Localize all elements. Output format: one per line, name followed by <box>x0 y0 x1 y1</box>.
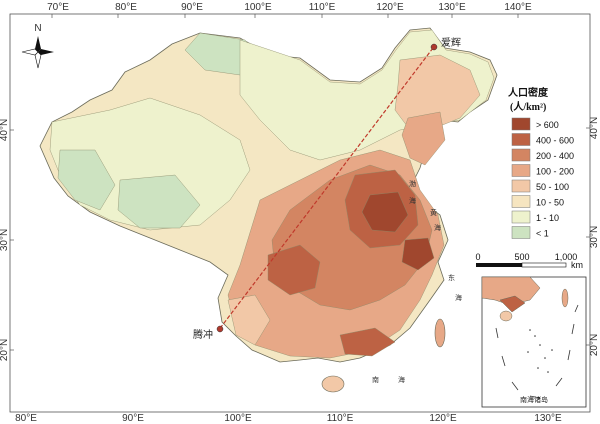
scale-label-1000: 1,000 <box>555 252 578 262</box>
lon-label-90e: 90°E <box>181 2 203 13</box>
lon-label-bottom-100e: 100°E <box>224 413 252 424</box>
huanghai-label-2: 海 <box>434 223 441 232</box>
zone-highest-huabei <box>361 191 409 233</box>
north-label: N <box>34 23 41 34</box>
legend-label: 400 - 600 <box>536 136 574 146</box>
legend-swatch <box>511 133 531 146</box>
hu-line <box>220 47 434 328</box>
legend-label: 100 - 200 <box>536 167 574 177</box>
lon-label-110e: 110°E <box>309 2 336 13</box>
legend-swatch <box>511 179 531 193</box>
scale-unit: km <box>571 260 583 270</box>
legend-label: 1 - 10 <box>536 213 559 223</box>
bohai-label-2: 海 <box>409 196 416 205</box>
scale-label-500: 500 <box>514 252 529 262</box>
lon-label-bottom-90e: 90°E <box>122 413 144 424</box>
lat-label-right-30n: 30°N <box>589 226 600 248</box>
zone-high-guangdong <box>339 327 396 357</box>
lon-label-bottom-80e: 80°E <box>15 413 37 424</box>
inset-taiwan <box>561 288 569 308</box>
donghai-label-1: 东 <box>448 273 455 282</box>
bohai-label-1: 渤 <box>409 179 416 188</box>
zone-very-low-tibet <box>117 174 201 229</box>
inset-frame <box>481 276 587 408</box>
legend-swatch <box>511 226 531 239</box>
legend-swatch <box>511 148 531 162</box>
south-china-sea-inset: 南海诸岛 <box>481 276 587 408</box>
lon-label-bottom-110e: 110°E <box>327 413 354 424</box>
inset-islands <box>527 329 553 373</box>
lon-label-140e: 140°E <box>504 2 532 13</box>
lat-label-left-30n: 30°N <box>0 229 10 251</box>
legend-label: 50 - 100 <box>536 182 569 192</box>
inset-label: 南海诸岛 <box>520 395 548 404</box>
huanghai-label-1: 黄 <box>430 208 437 217</box>
graticule-ticks <box>10 14 590 351</box>
taiwan-island <box>434 318 446 348</box>
lat-label-left-20n: 20°N <box>0 339 10 361</box>
density-zones <box>49 29 495 359</box>
legend-swatch <box>511 117 531 131</box>
legend-label: 10 - 50 <box>536 198 564 208</box>
aihui-label: 爱辉 <box>441 36 461 49</box>
lon-label-130e: 130°E <box>438 2 466 13</box>
inset-nine-dash-line <box>495 304 579 399</box>
legend-label: < 1 <box>536 229 549 239</box>
lat-label-right-20n: 20°N <box>589 334 600 356</box>
scale-label-0: 0 <box>475 252 480 262</box>
scale-bar: 0 500 1,000 km <box>475 252 583 270</box>
zone-medium-liaoning <box>401 111 446 166</box>
zone-highest-delta <box>401 237 435 271</box>
legend-items: > 600 400 - 600 200 - 400 100 - 200 50 - 100… <box>511 117 574 239</box>
zone-very-high-sichuan <box>267 244 321 296</box>
legend-title-line1: 人口密度 <box>508 86 549 99</box>
lon-label-80e: 80°E <box>115 2 137 13</box>
aihui-marker <box>430 43 438 51</box>
hainan-island <box>321 375 345 393</box>
nanhai-label-2: 海 <box>398 375 405 384</box>
legend-label: 200 - 400 <box>536 151 574 161</box>
legend-label: > 600 <box>536 120 559 130</box>
lon-label-120e: 120°E <box>376 2 404 13</box>
scale-segment-2 <box>521 262 567 268</box>
inset-guangdong <box>499 295 526 313</box>
lon-label-bottom-130e: 130°E <box>534 413 562 424</box>
inset-hainan <box>499 310 513 322</box>
donghai-label-2: 海 <box>455 293 462 302</box>
tengchong-marker <box>216 325 224 333</box>
lat-label-left-40n: 40°N <box>0 119 10 141</box>
legend-swatch <box>511 210 531 224</box>
legend-swatch <box>511 164 531 177</box>
lon-label-100e: 100°E <box>244 2 272 13</box>
nanhai-label-1: 南 <box>372 375 379 384</box>
north-arrow-icon <box>21 36 54 69</box>
lon-label-70e: 70°E <box>47 2 69 13</box>
zone-very-low-xinjiang <box>57 149 116 211</box>
scale-segment-1 <box>476 263 522 267</box>
lon-label-bottom-120e: 120°E <box>429 413 457 424</box>
tengchong-label: 腾冲 <box>193 328 213 341</box>
legend: 人口密度 (人/km²) > 600 400 - 600 200 - 400 100 … <box>508 86 574 239</box>
legend-swatch <box>511 195 531 208</box>
legend-title-line2: (人/km²) <box>510 100 546 113</box>
zone-medium-yunnan <box>227 294 271 346</box>
zone-medium-northeast <box>394 54 481 131</box>
lat-label-right-40n: 40°N <box>589 117 600 139</box>
